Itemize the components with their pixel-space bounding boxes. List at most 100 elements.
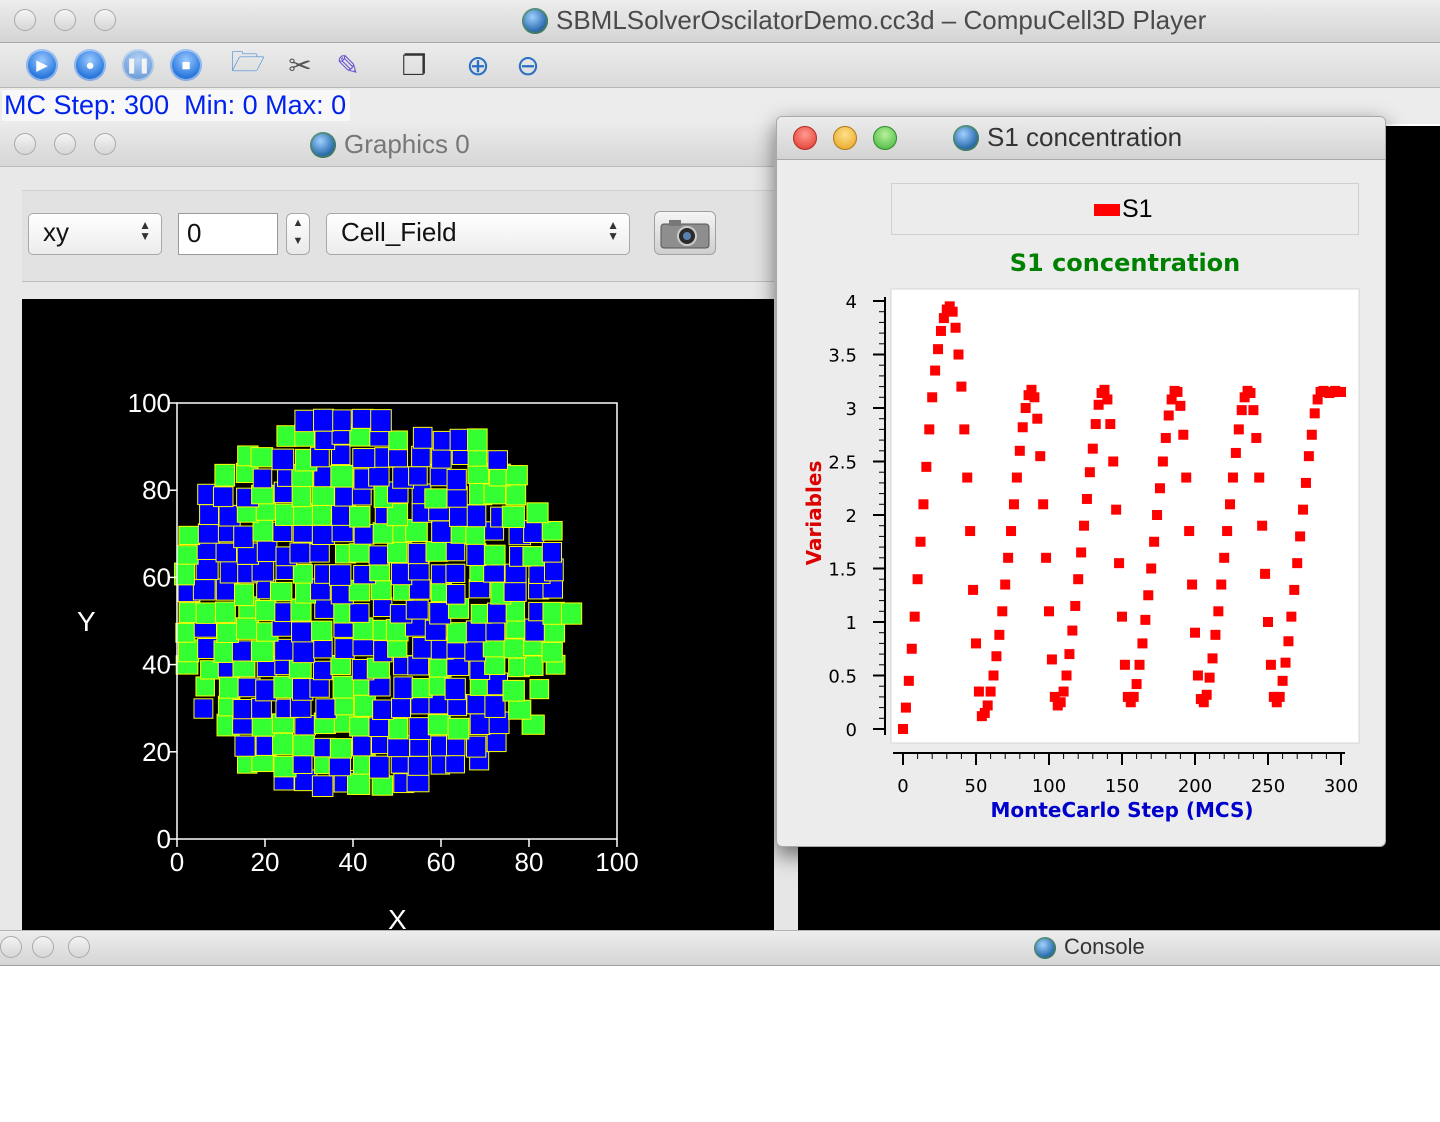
- plot-minimize-button[interactable]: [833, 126, 857, 150]
- y-axis-label: Y: [77, 606, 96, 637]
- s1-point: [1081, 493, 1092, 504]
- cell-blue: [484, 695, 506, 718]
- cell-blue: [334, 638, 355, 660]
- cell-blue: [271, 448, 295, 471]
- console-minimize-button[interactable]: [32, 936, 54, 958]
- s1-point: [1336, 386, 1346, 397]
- cell-green: [541, 520, 563, 541]
- console-bar[interactable]: Console: [0, 930, 1440, 966]
- cell-blue: [328, 564, 352, 586]
- cell-blue: [274, 638, 295, 661]
- s1-point: [950, 322, 961, 333]
- plane-stepper[interactable]: ▲ ▼: [286, 213, 310, 255]
- stepper-down-icon[interactable]: ▼: [292, 235, 304, 247]
- edit-icon[interactable]: ✎: [336, 49, 360, 81]
- cell-blue: [431, 448, 452, 469]
- cell-green: [522, 546, 545, 567]
- screenshot-button[interactable]: [654, 211, 716, 255]
- new-window-icon[interactable]: ❐: [401, 49, 427, 81]
- tools-icon[interactable]: ✂: [288, 49, 312, 81]
- cell-green: [214, 463, 236, 487]
- field-select[interactable]: Cell_Field ▲ ▼: [326, 213, 630, 255]
- x-tick-label: 0: [170, 847, 184, 877]
- run-icon: ▶: [36, 57, 48, 74]
- s1-point: [1105, 419, 1116, 430]
- graphics-close-button[interactable]: [14, 133, 36, 155]
- plane-position-input[interactable]: 0: [178, 213, 278, 255]
- s1-point: [1146, 563, 1157, 574]
- s1-point: [1216, 579, 1227, 590]
- s1-point: [1225, 499, 1236, 510]
- x-tick-label: 200: [1178, 776, 1212, 797]
- s1-point: [997, 606, 1008, 617]
- chart-title: S1 concentration: [1010, 249, 1241, 277]
- s1-point: [1149, 536, 1160, 547]
- cell-field-canvas[interactable]: 0 0 20 20 40 40 60 60 80 80 100 100 Y X: [22, 299, 776, 930]
- cell-green: [329, 738, 353, 759]
- plot-titlebar: S1 concentration: [777, 117, 1385, 160]
- window-title-text: SBMLSolverOscilatorDemo.cc3d – CompuCell…: [556, 5, 1207, 35]
- zoom-in-icon[interactable]: ⊕: [466, 49, 490, 81]
- cell-blue: [445, 584, 466, 605]
- stop-icon: ■: [181, 56, 191, 74]
- graphics-title: Graphics 0: [310, 129, 470, 160]
- s1-point: [1055, 697, 1066, 708]
- plot-zoom-button[interactable]: [873, 126, 897, 150]
- toolbar: ▶ ● ❚❚ ■ 🗁 ✂ ✎ ❐ ⊕ ⊖: [0, 43, 1440, 88]
- cell-blue: [311, 524, 335, 545]
- y-tick-label: 60: [142, 562, 171, 592]
- y-tick-label: 0: [846, 720, 857, 741]
- cell-blue: [234, 735, 256, 757]
- console-zoom-button[interactable]: [68, 936, 90, 958]
- legend: S1: [891, 183, 1359, 235]
- s1-point: [1295, 531, 1306, 542]
- s1-point: [918, 499, 929, 510]
- cell-green: [292, 564, 313, 584]
- s1-point: [1213, 606, 1224, 617]
- step-button[interactable]: ●: [74, 49, 106, 81]
- cell-blue: [391, 697, 411, 719]
- cell-blue: [388, 448, 409, 468]
- x-tick-label: 20: [251, 847, 280, 877]
- main-titlebar: SBMLSolverOscilatorDemo.cc3d – CompuCell…: [0, 0, 1440, 43]
- minimize-window-button[interactable]: [54, 9, 76, 31]
- cell-green: [291, 484, 312, 508]
- graphics-minimize-button[interactable]: [54, 133, 76, 155]
- cell-blue: [311, 775, 334, 798]
- graphics-zoom-button[interactable]: [94, 133, 116, 155]
- console-close-button[interactable]: [0, 936, 22, 958]
- s1-point: [1114, 558, 1125, 569]
- stepper-up-icon[interactable]: ▲: [292, 217, 304, 229]
- pause-button[interactable]: ❚❚: [122, 49, 154, 81]
- legend-label: S1: [1122, 195, 1153, 223]
- cell-green: [311, 504, 332, 526]
- x-tick-label: 40: [339, 847, 368, 877]
- x-axis-label: X: [388, 904, 407, 930]
- close-window-button[interactable]: [14, 9, 36, 31]
- zoom-out-icon[interactable]: ⊖: [516, 49, 540, 81]
- s1-point: [1274, 691, 1285, 702]
- x-tick-label: 100: [595, 847, 638, 877]
- cell-blue: [192, 579, 216, 601]
- cell-blue: [466, 735, 487, 758]
- projection-select[interactable]: xy ▲ ▼: [28, 213, 162, 255]
- cell-green: [273, 675, 294, 699]
- zoom-window-button[interactable]: [94, 9, 116, 31]
- s1-point: [1260, 568, 1271, 579]
- plot-close-button[interactable]: [793, 126, 817, 150]
- cell-blue: [487, 602, 508, 624]
- s1-point: [924, 424, 935, 435]
- cell-blue: [411, 445, 431, 468]
- s1-point: [1008, 499, 1019, 510]
- s1-point: [988, 670, 999, 681]
- cell-green: [484, 655, 506, 675]
- plot-window: S1 concentration S1 S1 concentration 0 0.…: [776, 116, 1386, 847]
- run-button[interactable]: ▶: [26, 49, 58, 81]
- select-arrows-icon: ▲ ▼: [139, 218, 151, 243]
- open-folder-icon[interactable]: 🗁: [230, 46, 266, 77]
- s1-point: [1245, 388, 1256, 399]
- cell-blue: [232, 698, 254, 720]
- cell-green: [424, 488, 448, 509]
- s1-point: [1014, 445, 1025, 456]
- stop-button[interactable]: ■: [170, 49, 202, 81]
